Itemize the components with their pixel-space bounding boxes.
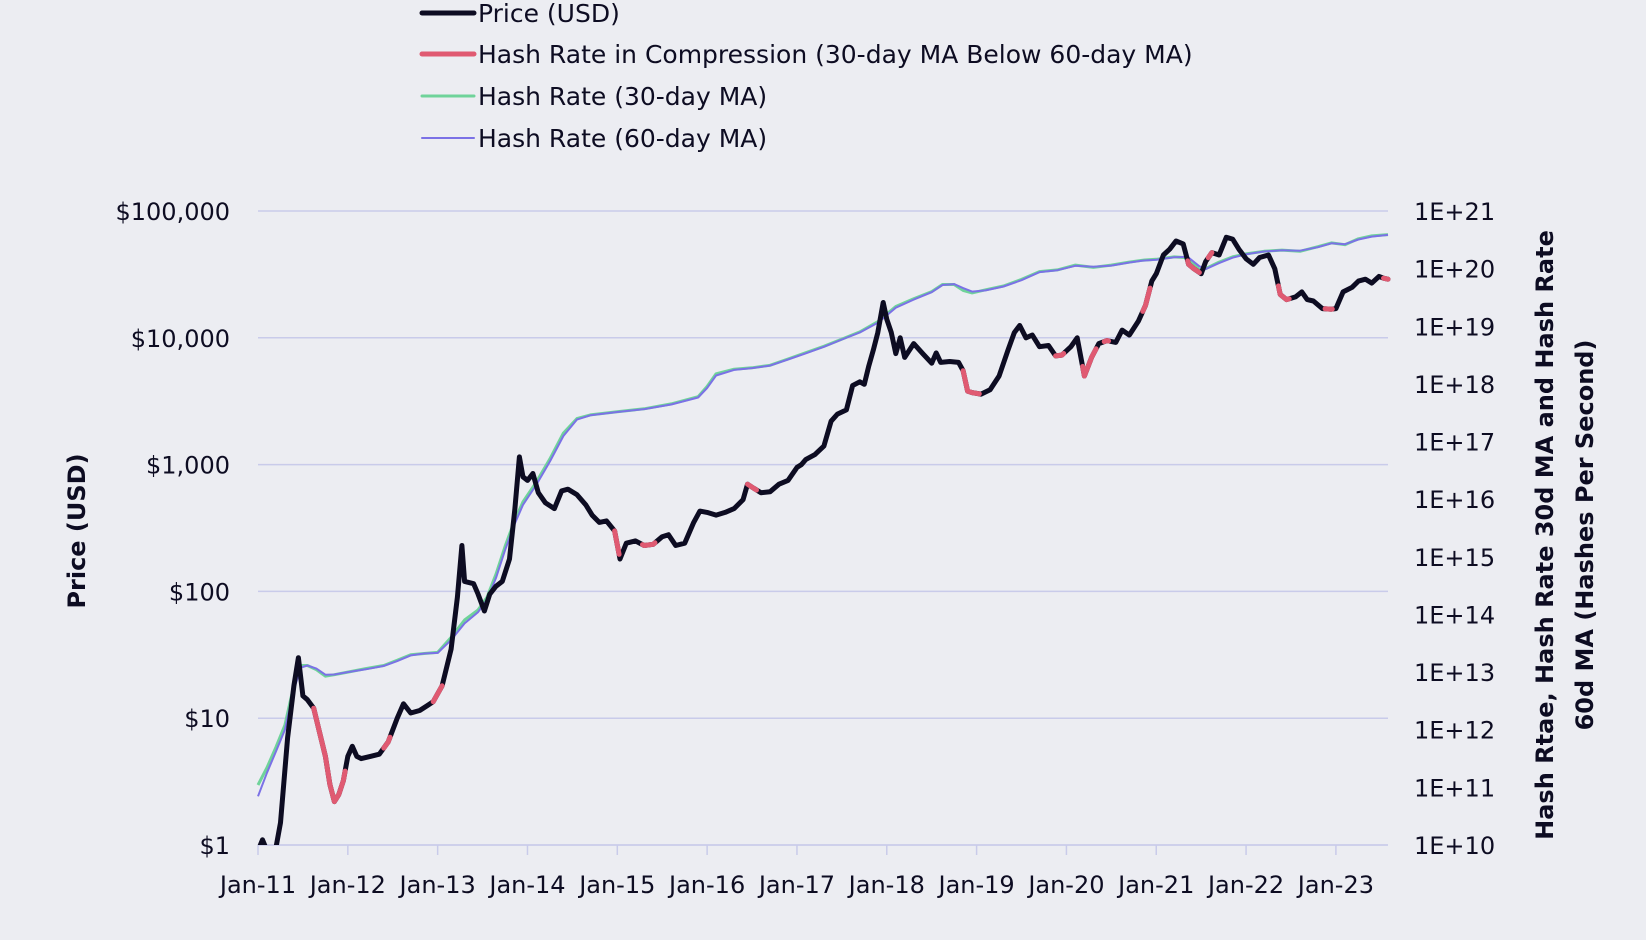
compression-segment: [640, 540, 658, 548]
compression-segment: [1275, 283, 1292, 303]
x-tick-label: Jan-18: [847, 871, 925, 899]
compression-segment: [1101, 338, 1112, 345]
right-tick-label: 1E+18: [1414, 371, 1495, 399]
compression-segment: [311, 705, 348, 805]
x-tick-label: Jan-19: [936, 871, 1014, 899]
left-tick-label: $100: [169, 578, 230, 606]
right-tick-label: 1E+13: [1414, 659, 1495, 687]
right-axis-ticks: 1E+10 1E+11 1E+12 1E+13 1E+14 1E+15 1E+16 1E+17…: [1414, 198, 1495, 860]
series-line-price: [257, 234, 1391, 845]
right-tick-label: 1E+16: [1414, 486, 1495, 514]
left-tick-label: $1: [199, 832, 230, 860]
axes: [257, 844, 1388, 855]
x-tick-label: Jan-20: [1026, 871, 1104, 899]
compression-segment: [960, 368, 982, 397]
x-tick-label: Jan-13: [398, 871, 476, 899]
compression-segment: [1205, 250, 1215, 261]
series-lines: [256, 233, 1391, 845]
legend-label-ma30: Hash Rate (30-day MA): [478, 82, 767, 111]
left-axis-ticks: $1 $10 $100 $1,000 $10,000 $100,000: [115, 198, 230, 860]
compression-segment: [1140, 285, 1153, 314]
compression-segment: [1381, 275, 1391, 282]
compression-segment: [381, 734, 393, 751]
left-tick-label: $1,000: [146, 452, 230, 480]
legend-label-compression: Hash Rate in Compression (30-day MA Belo…: [478, 40, 1193, 69]
x-tick-label: Jan-22: [1206, 871, 1284, 899]
x-tick-label: Jan-16: [667, 871, 745, 899]
x-tick-label: Jan-17: [757, 871, 835, 899]
compression-segment: [1053, 351, 1067, 359]
x-tick-label: Jan-21: [1116, 871, 1194, 899]
right-tick-label: 1E+17: [1414, 429, 1495, 457]
series-line-ma30: [256, 233, 1389, 786]
legend: Price (USD) Hash Rate in Compression (30…: [419, 0, 1193, 153]
x-tick-label: Jan-12: [308, 871, 386, 899]
right-tick-label: 1E+10: [1414, 832, 1495, 860]
right-tick-label: 1E+20: [1414, 256, 1495, 284]
x-tick-label: Jan-23: [1296, 871, 1374, 899]
left-tick-label: $100,000: [115, 198, 230, 226]
right-tick-label: 1E+15: [1414, 544, 1495, 572]
x-tick-label: Jan-11: [218, 871, 296, 899]
compression-segment: [430, 683, 445, 705]
right-tick-label: 1E+21: [1414, 198, 1495, 226]
legend-label-price: Price (USD): [478, 0, 620, 28]
right-tick-label: 1E+11: [1414, 774, 1495, 802]
compression-segment: [745, 481, 759, 493]
right-tick-label: 1E+19: [1414, 313, 1495, 341]
compression-segment: [612, 528, 622, 557]
right-tick-label: 1E+12: [1414, 717, 1495, 745]
right-axis-title-line1: Hash Rtae, Hash Rate 30d MA and Hash Rat…: [1531, 230, 1559, 840]
series-line-ma60: [257, 233, 1389, 797]
left-axis-title: Price (USD): [63, 453, 91, 608]
gridlines: [258, 210, 1388, 846]
left-tick-label: $10: [184, 705, 230, 733]
compression-segment: [1080, 346, 1099, 379]
compression-segment: [1185, 258, 1202, 275]
x-tick-label: Jan-14: [487, 871, 565, 899]
x-axis-ticks: Jan-11 Jan-12 Jan-13 Jan-14 Jan-15 Jan-16 Jan-…: [218, 871, 1374, 899]
left-tick-label: $10,000: [131, 325, 230, 353]
right-tick-label: 1E+14: [1414, 601, 1495, 629]
legend-label-ma60: Hash Rate (60-day MA): [478, 124, 767, 153]
right-axis-title-line2: 60d MA (Hashes Per Second): [1571, 340, 1599, 731]
x-tick-label: Jan-15: [577, 871, 655, 899]
